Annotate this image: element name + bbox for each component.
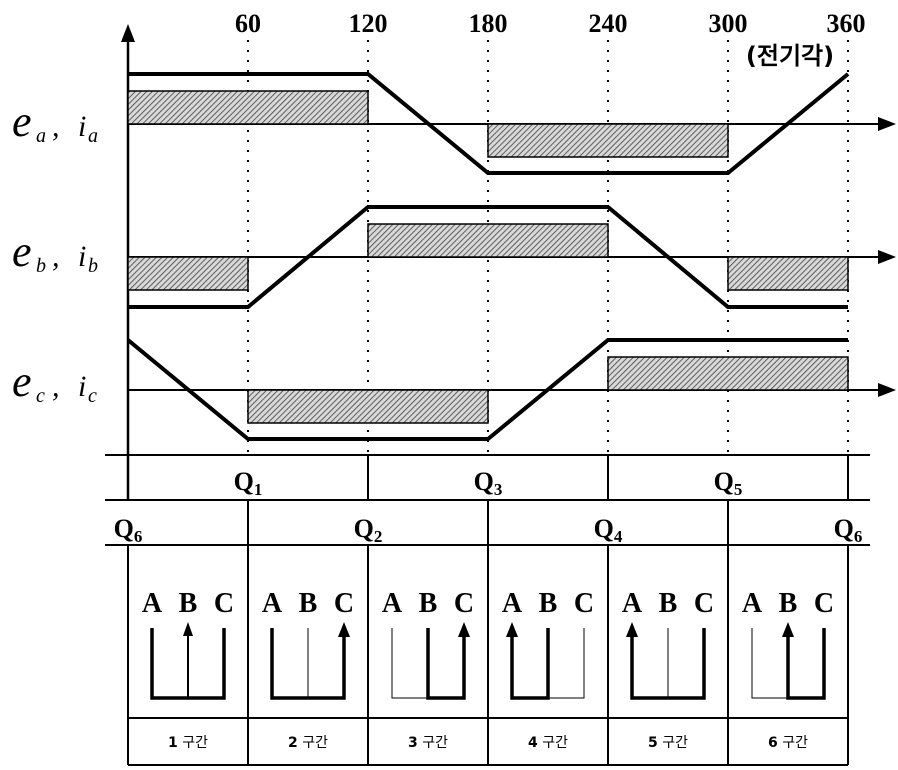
- section-6-phase-a: A: [742, 588, 763, 619]
- signal-label-b: e b , i b: [12, 227, 98, 277]
- section-5-phase-a: A: [622, 588, 643, 619]
- section-2-current-arrow: [338, 622, 350, 637]
- section-1-current-path: [150, 622, 226, 700]
- upper-switch-labels: Q1 Q3 Q5: [234, 467, 743, 499]
- section-6-phase-c: C: [814, 588, 834, 619]
- emf-waveform-b: [128, 205, 848, 309]
- section-2-phase-a: A: [262, 588, 283, 619]
- emf-symbol-b: e: [12, 227, 32, 276]
- section-3-phase-a: A: [382, 588, 403, 619]
- back-emf-waveforms: [126, 72, 850, 441]
- tick-label-120: 120: [349, 9, 388, 38]
- section-3-current-arrow: [458, 622, 470, 637]
- emf-subscript-a: a: [36, 125, 46, 147]
- emf-symbol-c: e: [12, 357, 32, 406]
- section-3-current-path: [391, 622, 470, 700]
- tick-label-180: 180: [469, 9, 508, 38]
- section-4-current-arrow: [506, 622, 518, 637]
- label-separator-b: ,: [52, 240, 60, 273]
- emf-waveform-c: [126, 338, 848, 441]
- emf-subscript-c: c: [36, 385, 45, 407]
- emf-symbol-a: e: [12, 97, 32, 146]
- label-separator-c: ,: [52, 370, 60, 403]
- section-3-phase-c: C: [454, 588, 474, 619]
- current-subscript-c: c: [88, 385, 97, 407]
- section-1-phase-b: B: [179, 588, 198, 619]
- section-1-current-arrow: [183, 622, 193, 636]
- section-2-current-path: [270, 622, 350, 700]
- switch-label-q4: Q4: [594, 514, 623, 546]
- emf-subscript-b: b: [36, 255, 46, 277]
- current-paths: [150, 622, 826, 700]
- current-symbol-a: i: [78, 110, 86, 143]
- section-4-phase-c: C: [574, 588, 594, 619]
- section-label-2: 2 구간: [288, 735, 328, 751]
- phase-letter-rows: A B C A B C A B C A B C A B C A B C: [142, 588, 834, 619]
- axis-c-arrow: [878, 383, 896, 397]
- section-5-phase-b: B: [659, 588, 678, 619]
- label-separator-a: ,: [52, 110, 60, 143]
- lower-switch-labels: Q6 Q2 Q4 Q6: [114, 514, 863, 546]
- section-6-current-arrow: [782, 622, 794, 637]
- switch-label-q2: Q2: [354, 514, 383, 546]
- current-subscript-b: b: [88, 255, 98, 277]
- signal-label-a: e a , i a: [12, 97, 98, 147]
- section-label-5: 5 구간: [648, 735, 688, 751]
- section-2-phase-c: C: [334, 588, 354, 619]
- current-block-b-negative-end: [727, 256, 849, 291]
- current-block-a-negative: [487, 123, 729, 158]
- signal-label-c: e c , i c: [12, 357, 97, 407]
- tick-label-240: 240: [589, 9, 628, 38]
- current-symbol-c: i: [78, 370, 86, 403]
- angle-tick-labels: 60 120 180 240 300 360: [235, 9, 866, 38]
- section-4-current-path: [506, 622, 585, 700]
- current-block-c-positive: [607, 356, 849, 391]
- section-6-phase-b: B: [779, 588, 798, 619]
- emf-waveform-a: [128, 72, 850, 175]
- current-blocks: [127, 90, 849, 424]
- section-label-1: 1 구간: [168, 735, 208, 751]
- axis-b-arrow: [878, 250, 896, 264]
- tick-label-360: 360: [827, 9, 866, 38]
- section-4-phase-b: B: [539, 588, 558, 619]
- section-4-phase-a: A: [502, 588, 523, 619]
- switch-label-q6-start: Q6: [114, 514, 143, 546]
- section-5-current-path: [626, 622, 706, 700]
- tick-label-300: 300: [709, 9, 748, 38]
- section-label-4: 4 구간: [528, 735, 568, 751]
- section-1-phase-c: C: [214, 588, 234, 619]
- section-label-3: 3 구간: [408, 735, 448, 751]
- current-block-b-positive: [367, 223, 609, 258]
- current-block-c-negative: [247, 389, 489, 424]
- section-5-phase-c: C: [694, 588, 714, 619]
- tick-label-60: 60: [235, 9, 261, 38]
- current-block-a-positive: [127, 90, 369, 125]
- switch-label-q3: Q3: [474, 467, 503, 499]
- section-labels: 1 구간 2 구간 3 구간 4 구간 5 구간 6 구간: [168, 735, 808, 751]
- current-subscript-a: a: [88, 125, 98, 147]
- section-grid: [127, 545, 849, 766]
- section-1-phase-a: A: [142, 588, 163, 619]
- axis-a-arrow: [878, 117, 896, 131]
- section-3-phase-b: B: [419, 588, 438, 619]
- vertical-axis-arrow: [121, 24, 135, 42]
- current-symbol-b: i: [78, 240, 86, 273]
- switch-label-q1: Q1: [234, 467, 263, 499]
- current-block-b-negative-start: [127, 256, 249, 291]
- section-2-phase-b: B: [299, 588, 318, 619]
- switch-label-q5: Q5: [714, 467, 743, 499]
- section-6-current-path: [751, 622, 826, 700]
- axis-unit-label: (전기각): [746, 42, 834, 70]
- section-label-6: 6 구간: [768, 735, 808, 751]
- section-5-current-arrow: [626, 622, 638, 637]
- switch-label-q6-end: Q6: [834, 514, 863, 546]
